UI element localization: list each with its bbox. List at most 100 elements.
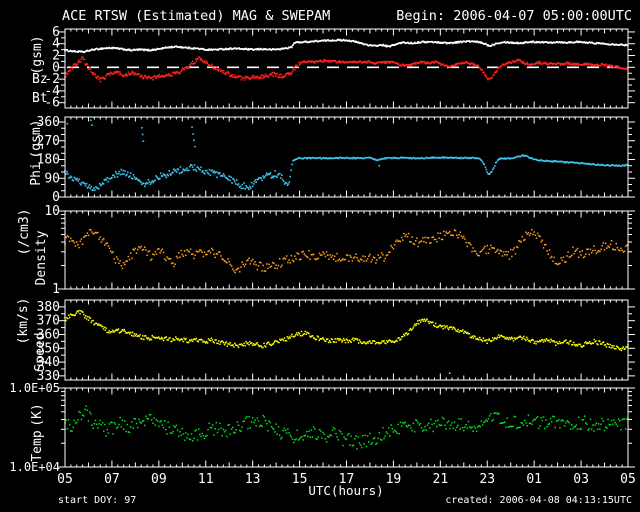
data-point (173, 168, 175, 170)
data-point (493, 339, 495, 341)
data-point (144, 183, 147, 185)
data-point (374, 158, 377, 161)
data-point (181, 69, 183, 71)
data-point (249, 341, 251, 343)
data-point (488, 248, 491, 250)
data-point (467, 156, 470, 159)
data-point (260, 177, 262, 179)
data-point (388, 251, 390, 254)
data-point (239, 75, 242, 78)
data-point (317, 60, 319, 63)
data-point (152, 336, 154, 338)
data-point (626, 244, 628, 246)
data-point (474, 64, 477, 66)
data-point (204, 60, 206, 62)
y-tick-label: 0 (52, 60, 60, 75)
data-point (433, 157, 435, 159)
data-point (124, 420, 126, 422)
data-point (345, 156, 348, 159)
data-point (154, 337, 156, 339)
data-point (71, 240, 73, 242)
data-point (447, 232, 450, 234)
data-point (337, 439, 339, 441)
data-point (103, 326, 106, 328)
data-point (429, 427, 431, 429)
data-point (359, 60, 361, 62)
data-point (79, 411, 81, 414)
data-point (108, 330, 110, 332)
data-point (181, 427, 183, 430)
data-point (128, 176, 130, 178)
data-point (396, 43, 398, 45)
data-point (560, 160, 563, 163)
data-point (466, 61, 468, 63)
data-point (610, 66, 612, 68)
data-point (202, 48, 205, 50)
data-point (152, 181, 154, 184)
data-point (130, 73, 132, 75)
data-point (293, 66, 295, 69)
data-point (416, 42, 418, 44)
data-point (595, 64, 597, 66)
data-point (218, 173, 220, 175)
data-point (456, 157, 458, 160)
data-point (184, 168, 186, 171)
data-point (269, 344, 272, 346)
data-point (194, 168, 197, 171)
data-point (602, 341, 605, 343)
data-point (453, 327, 456, 329)
data-point (397, 63, 400, 65)
data-point (231, 182, 233, 184)
data-point (620, 428, 622, 431)
data-point (261, 77, 264, 79)
x-tick-label: 03 (573, 472, 589, 487)
data-point (545, 419, 547, 421)
data-point (534, 63, 536, 66)
data-point (357, 41, 360, 43)
data-point (469, 336, 472, 339)
data-point (504, 421, 506, 423)
data-point (406, 236, 409, 238)
data-point (406, 157, 409, 159)
data-point (421, 60, 424, 63)
data-point (394, 340, 396, 343)
data-point (269, 172, 272, 174)
data-point (563, 161, 565, 164)
data-point (514, 253, 517, 255)
data-point (181, 253, 183, 256)
data-point (129, 48, 131, 51)
data-point (435, 61, 438, 63)
data-point (617, 249, 620, 251)
data-point (250, 181, 253, 184)
data-point (158, 73, 161, 76)
data-point (423, 240, 425, 243)
data-point (380, 44, 383, 47)
data-point (446, 325, 448, 327)
data-point (527, 232, 530, 234)
data-point (251, 417, 254, 419)
data-point (108, 177, 110, 180)
data-point (387, 341, 389, 343)
data-point (268, 420, 270, 422)
data-point (85, 405, 87, 407)
data-point (155, 48, 158, 51)
data-point (124, 74, 127, 77)
data-point (542, 61, 545, 64)
data-point (72, 179, 75, 182)
data-point (167, 421, 169, 423)
data-point (190, 338, 193, 341)
data-point (538, 427, 540, 430)
data-point (300, 157, 303, 160)
data-point (492, 419, 494, 421)
data-point (204, 341, 206, 343)
data-point (185, 337, 187, 340)
data-point (349, 157, 352, 160)
data-point (292, 43, 295, 46)
data-point (511, 157, 514, 160)
data-point (473, 157, 475, 159)
data-point (538, 62, 541, 65)
data-point (493, 72, 496, 74)
data-point (317, 336, 320, 338)
data-point (279, 76, 281, 79)
data-point (611, 164, 613, 166)
